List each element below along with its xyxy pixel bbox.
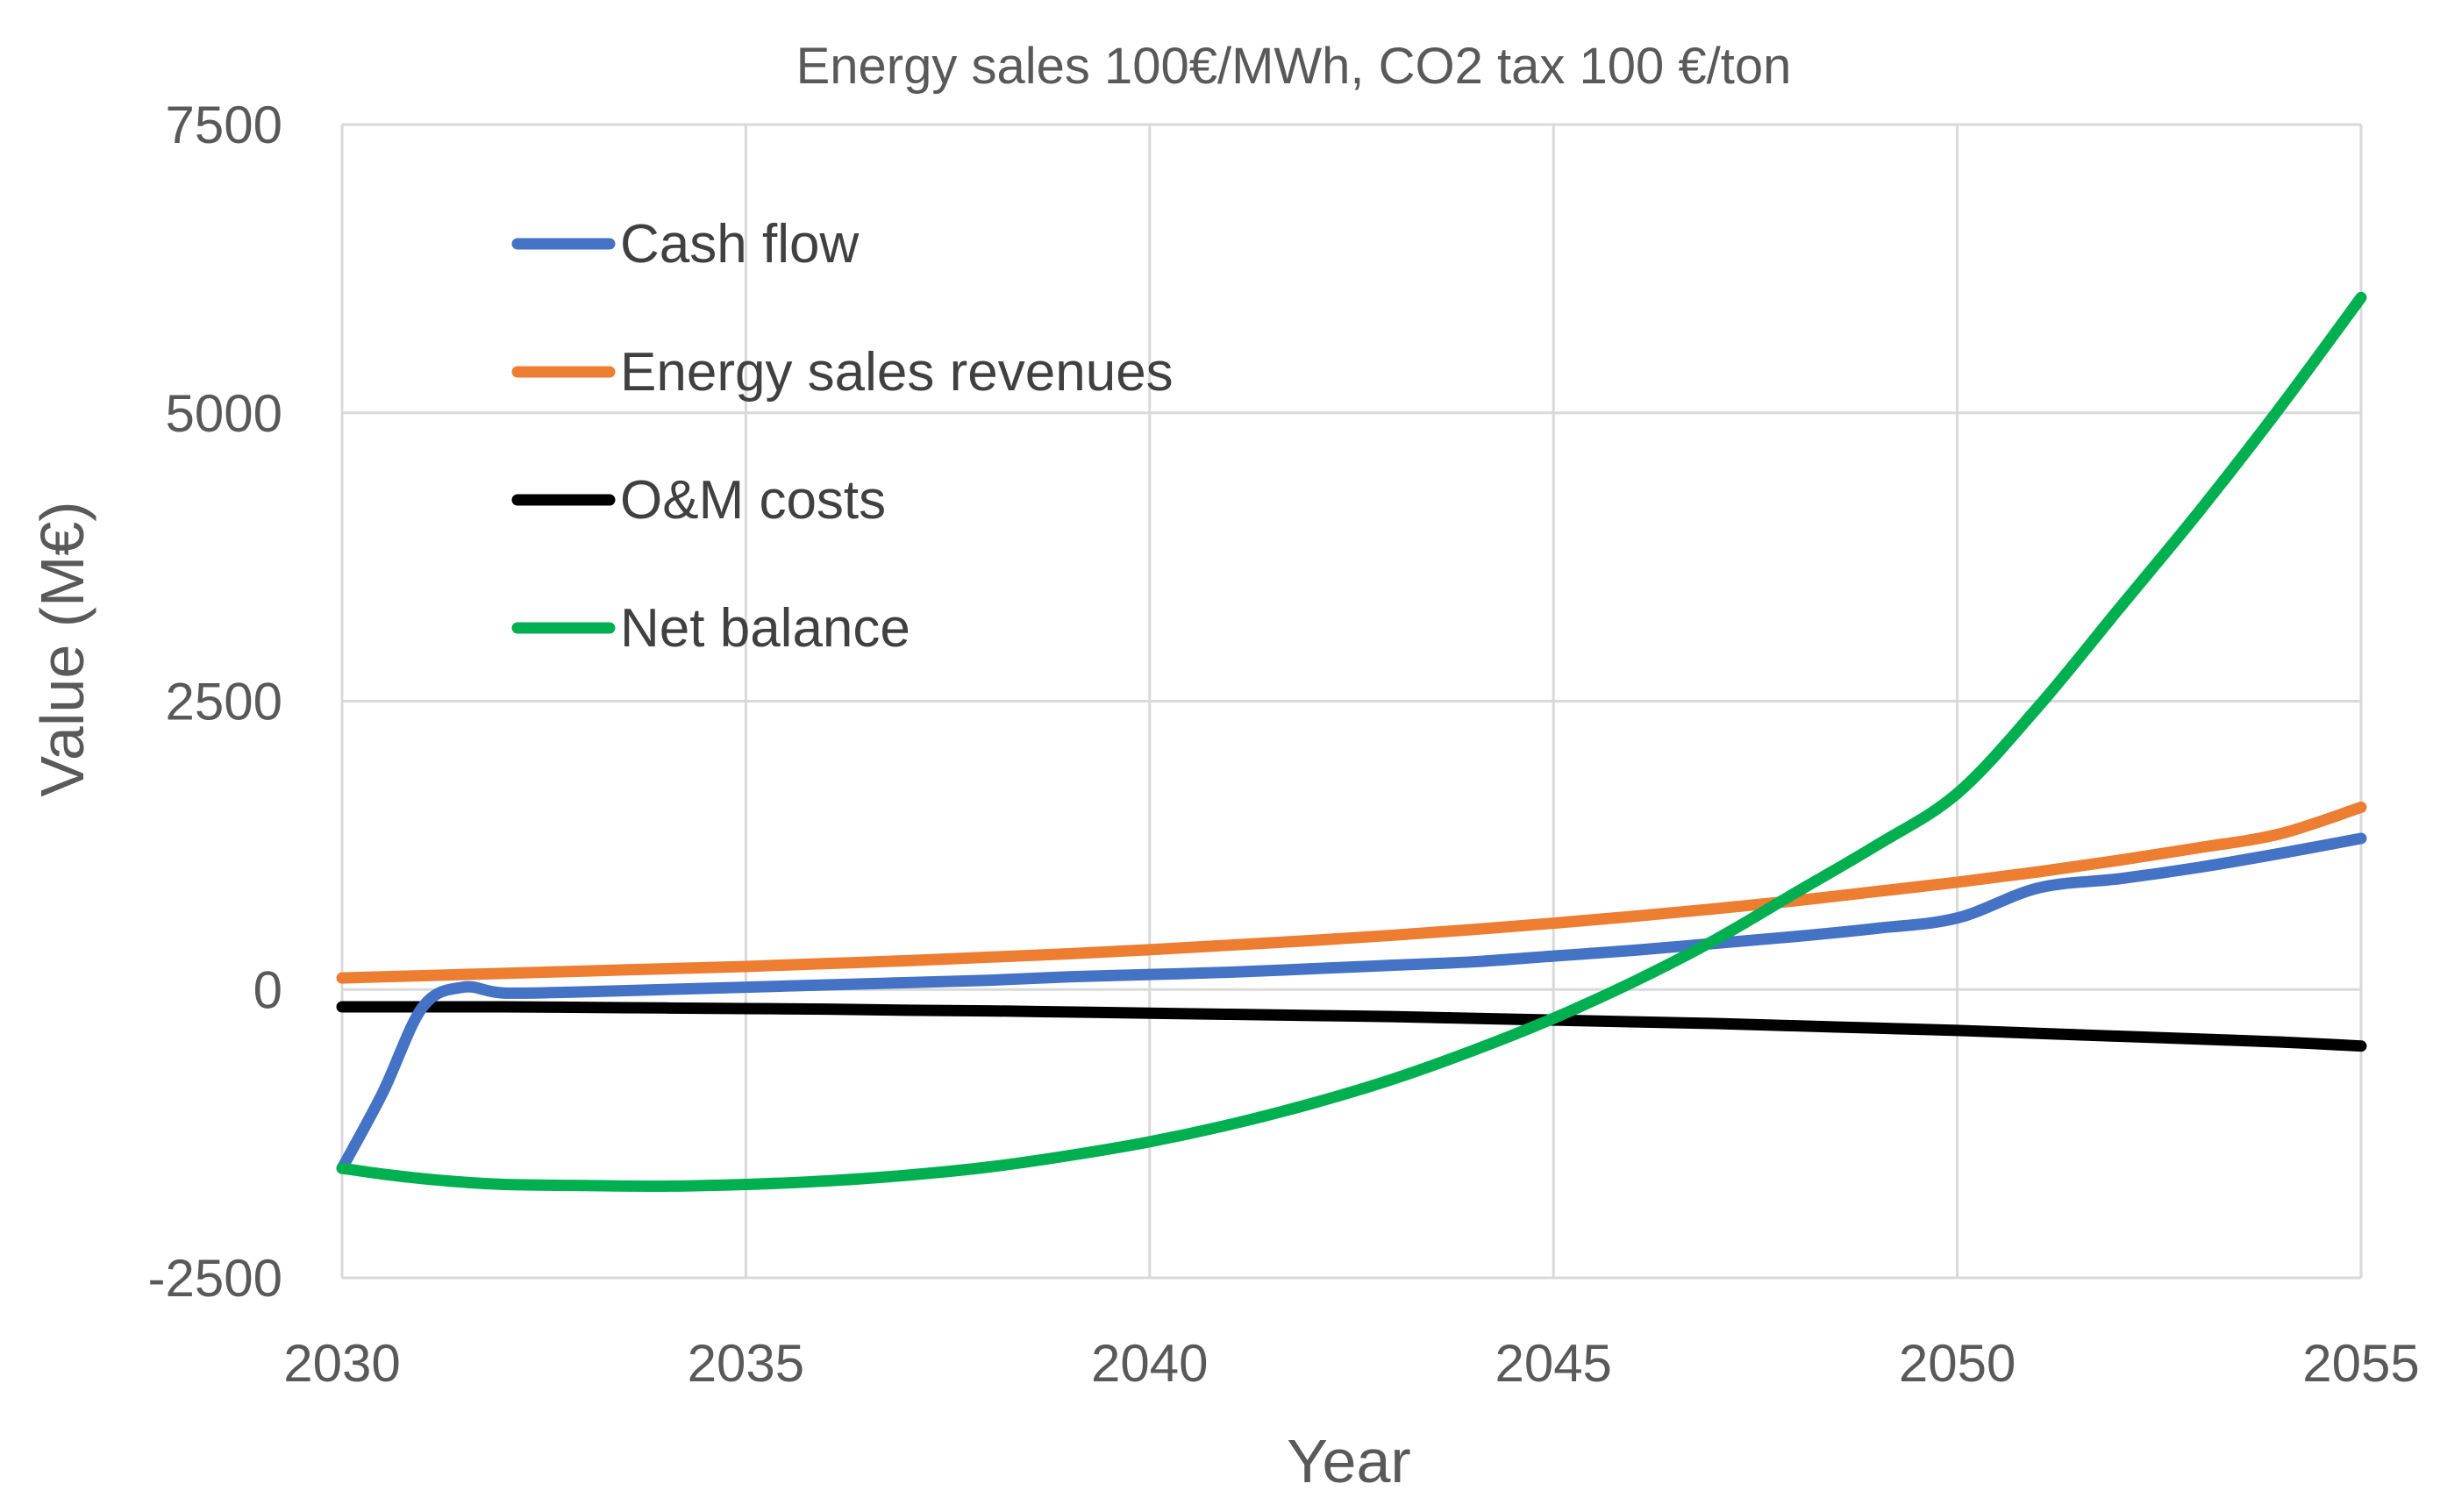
y-tick-label: 0 xyxy=(253,960,282,1019)
x-tick-label: 2040 xyxy=(1091,1334,1208,1393)
x-tick-label: 2045 xyxy=(1495,1334,1611,1393)
y-tick-label: 5000 xyxy=(166,384,282,443)
series-line-energy-sales-revenues xyxy=(336,801,2367,984)
series-line-net-balance xyxy=(336,291,2367,1193)
series-line-cash-flow xyxy=(336,832,2367,1174)
chart-title: Energy sales 100€/MWh, CO2 tax 100 €/ton xyxy=(796,38,1792,95)
series-line-o-m-costs xyxy=(336,1001,2367,1052)
series-lines xyxy=(336,291,2367,1193)
y-tick-label: -2500 xyxy=(148,1249,282,1308)
legend-label-energy-sales-revenues: Energy sales revenues xyxy=(620,342,1174,403)
x-tick-label: 2050 xyxy=(1899,1334,2015,1393)
x-tick-label: 2035 xyxy=(688,1334,804,1393)
legend-label-cash-flow: Cash flow xyxy=(620,214,859,275)
y-tick-label: 7500 xyxy=(166,96,282,154)
legend-label-net-balance: Net balance xyxy=(620,598,910,659)
y-axis-label: Value (M€) xyxy=(28,501,96,796)
x-tick-label: 2055 xyxy=(2302,1334,2419,1393)
x-tick-label: 2030 xyxy=(283,1334,400,1393)
y-tick-label: 2500 xyxy=(166,673,282,731)
x-axis-label: Year xyxy=(1287,1427,1410,1495)
legend: Cash flow Energy sales revenues O&M costs N… xyxy=(511,214,1174,659)
axis-ticks: -2500 0 2500 5000 7500 2030 2035 2040 2045 2050 20… xyxy=(148,96,2420,1393)
legend-label-o-m-costs: O&M costs xyxy=(620,470,886,531)
